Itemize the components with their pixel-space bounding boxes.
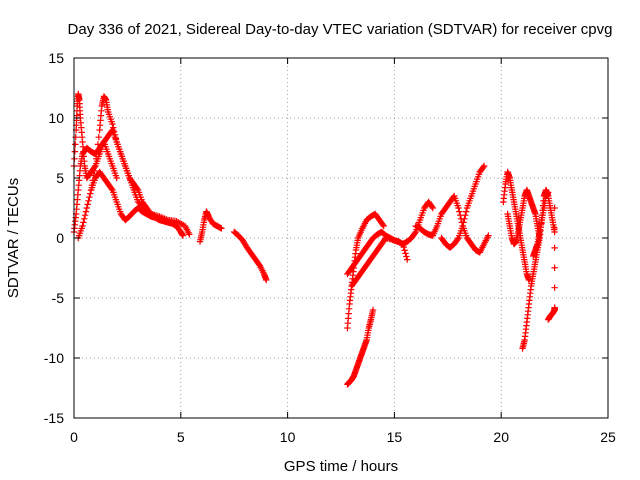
data-point <box>462 208 470 215</box>
y-tick-label: -15 <box>44 410 64 426</box>
data-point <box>400 243 407 251</box>
x-axis-label: GPS time / hours <box>284 458 398 475</box>
data-point <box>411 230 419 237</box>
x-tick-label: 20 <box>493 429 509 445</box>
data-point <box>455 204 462 212</box>
data-point <box>186 231 193 238</box>
data-point <box>109 120 116 128</box>
data-point <box>461 215 468 222</box>
data-point <box>429 204 437 212</box>
data-point <box>404 256 411 263</box>
series-track-e <box>196 208 225 245</box>
data-point <box>462 212 469 219</box>
data-point <box>80 219 87 226</box>
data-point <box>85 197 92 204</box>
x-tick-label: 10 <box>280 429 296 445</box>
data-point <box>72 134 79 141</box>
y-tick-label: 15 <box>48 50 64 66</box>
data-point <box>551 264 558 271</box>
data-point <box>87 190 94 197</box>
series-track-n <box>504 186 543 248</box>
data-point <box>380 222 387 230</box>
data-point <box>454 236 461 243</box>
chart-title: Day 336 of 2021, Sidereal Day-to-day VTE… <box>68 21 613 38</box>
data-point <box>94 141 102 148</box>
series-track-g <box>344 306 377 388</box>
x-tick-label: 0 <box>70 429 78 445</box>
data-point <box>79 222 86 230</box>
data-point <box>108 185 115 192</box>
data-point <box>456 208 463 215</box>
data-point <box>399 240 407 248</box>
data-point <box>112 135 120 142</box>
data-point <box>93 148 101 155</box>
data-point <box>81 215 88 222</box>
data-point <box>95 134 102 141</box>
series-track-q <box>544 204 558 323</box>
y-tick-label: -10 <box>44 350 64 366</box>
data-point <box>86 194 93 201</box>
grid <box>74 58 608 418</box>
data-point <box>218 225 225 232</box>
series-track-m <box>500 168 533 284</box>
data-point <box>402 250 409 257</box>
data-point <box>401 247 408 254</box>
data-point <box>460 219 467 226</box>
x-tick-label: 25 <box>600 429 616 445</box>
data-point <box>485 232 492 239</box>
data-point <box>91 167 98 174</box>
data-point <box>403 253 410 260</box>
data-point <box>480 162 488 170</box>
series-track-f <box>231 228 270 284</box>
x-tick-label: 15 <box>387 429 403 445</box>
y-axis-label: SDTVAR / TECUs <box>5 178 22 298</box>
y-tick-label: 0 <box>56 230 64 246</box>
data-point <box>134 185 141 192</box>
data-point <box>551 304 558 311</box>
data-point <box>179 232 187 239</box>
series-track-p <box>530 186 558 260</box>
data-point <box>110 128 118 135</box>
data-point <box>428 203 436 210</box>
data-point <box>92 162 99 170</box>
data-point <box>71 148 79 155</box>
series-track-l <box>438 162 488 251</box>
data-point <box>480 164 487 171</box>
data-point <box>72 141 79 148</box>
data-point <box>379 221 387 228</box>
data-point <box>525 276 533 284</box>
data-point <box>110 124 117 131</box>
data-point <box>263 276 270 284</box>
data-point <box>551 284 558 291</box>
data-point <box>459 222 466 230</box>
data-point <box>551 224 558 232</box>
y-tick-label: 5 <box>56 170 64 186</box>
data-point <box>81 212 89 219</box>
x-tick-label: 5 <box>177 429 185 445</box>
data-point <box>111 131 119 138</box>
data-point <box>82 208 90 215</box>
data-points <box>70 90 558 388</box>
y-tick-label: 10 <box>48 110 64 126</box>
data-point <box>551 204 558 212</box>
data-point <box>551 244 558 252</box>
series-track-j <box>348 234 411 290</box>
series-track-d <box>87 168 187 239</box>
data-point <box>83 204 91 212</box>
data-point <box>113 174 120 182</box>
data-point <box>84 201 91 208</box>
data-point <box>93 155 100 162</box>
y-tick-label: -5 <box>52 290 65 306</box>
data-point <box>369 306 377 314</box>
axis-ticks: 0 5 10 15 20 25 -15 -10 -5 0 5 10 15 <box>44 50 616 445</box>
